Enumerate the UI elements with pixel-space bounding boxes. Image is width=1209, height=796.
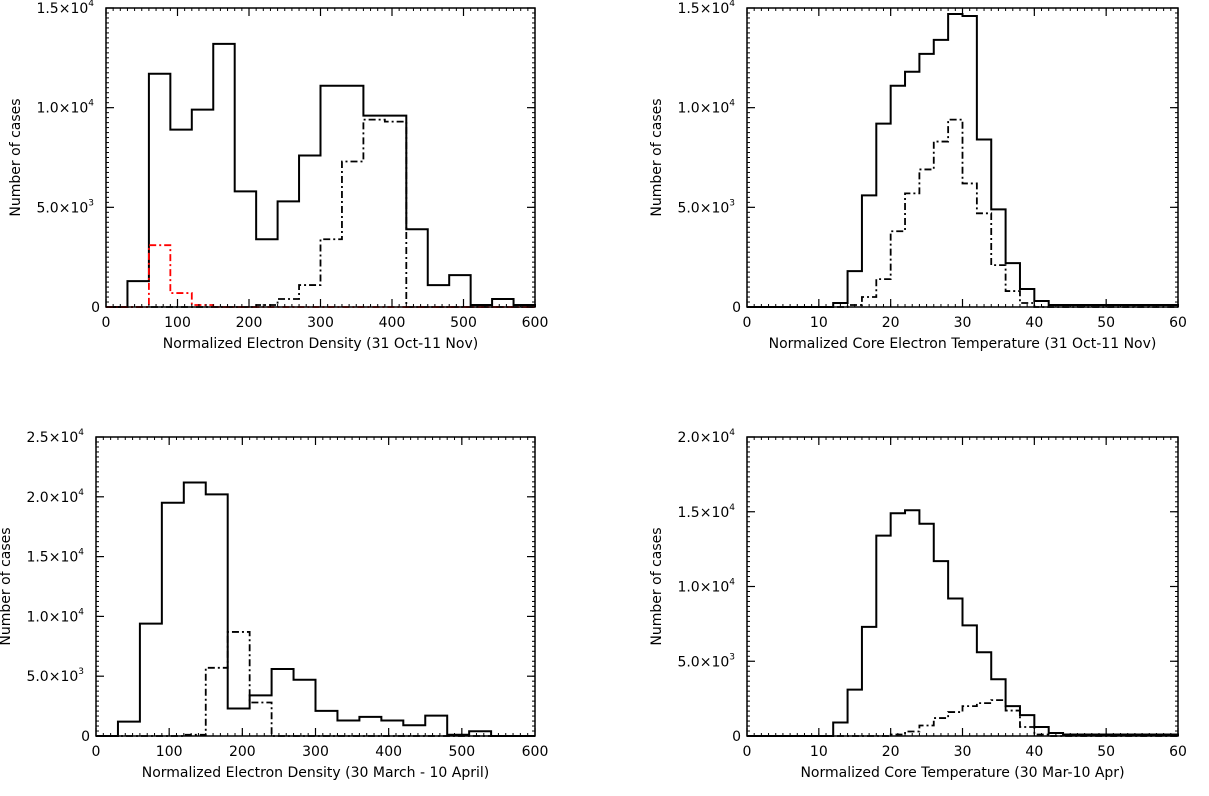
y-tick-label: 1.5×104 bbox=[26, 548, 84, 566]
x-axis-title: Normalized Core Temperature (30 Mar-10 A… bbox=[800, 765, 1124, 781]
x-tick-label: 100 bbox=[156, 744, 183, 760]
x-tick-label: 50 bbox=[1097, 315, 1115, 331]
x-axis-title: Normalized Electron Density (30 March - … bbox=[142, 765, 489, 781]
x-axis-title: Normalized Electron Density (31 Oct-11 N… bbox=[163, 336, 478, 352]
x-tick-label: 0 bbox=[743, 315, 752, 331]
y-axis-title: Number of cases bbox=[649, 527, 665, 645]
x-axis-title: Normalized Core Electron Temperature (31… bbox=[769, 336, 1157, 352]
y-tick-label: 1.0×104 bbox=[36, 99, 94, 117]
y-tick-exponent: 3 bbox=[88, 198, 94, 208]
y-tick-label: 2.0×104 bbox=[677, 428, 735, 446]
x-tick-label: 0 bbox=[92, 744, 101, 760]
x-tick-label: 0 bbox=[102, 315, 111, 331]
y-tick-label: 5.0×103 bbox=[677, 198, 735, 216]
plot-frame bbox=[746, 436, 1179, 737]
y-tick-label: 2.5×104 bbox=[26, 428, 84, 446]
y-tick-label: 0 bbox=[732, 729, 741, 745]
y-tick-exponent: 4 bbox=[88, 0, 94, 9]
y-tick-exponent: 3 bbox=[729, 652, 735, 662]
y-tick-exponent: 4 bbox=[729, 0, 735, 9]
x-tick-label: 60 bbox=[1169, 315, 1187, 331]
x-tick-label: 400 bbox=[375, 744, 402, 760]
x-tick-label: 200 bbox=[236, 315, 263, 331]
y-tick-exponent: 3 bbox=[729, 198, 735, 208]
x-tick-label: 30 bbox=[954, 744, 972, 760]
x-tick-label: 30 bbox=[954, 315, 972, 331]
x-tick-label: 300 bbox=[307, 315, 334, 331]
series-dashdot bbox=[747, 118, 1178, 308]
y-axis-title: Number of cases bbox=[649, 98, 665, 216]
x-tick-label: 600 bbox=[522, 315, 549, 331]
series-dashdot bbox=[747, 699, 1178, 737]
y-tick-exponent: 3 bbox=[78, 667, 84, 677]
y-tick-exponent: 4 bbox=[78, 548, 84, 558]
chart-panel-top-left: 0 100 200 300 400 500 600 0 5.0×103 1.0×104 1.5×10… bbox=[8, 0, 548, 352]
y-tick-label: 0 bbox=[732, 300, 741, 316]
x-tick-label: 400 bbox=[379, 315, 406, 331]
y-tick-label: 1.5×104 bbox=[677, 0, 735, 17]
y-tick-label: 5.0×103 bbox=[677, 652, 735, 670]
chart-panel-bottom-left: 0 100 200 300 400 500 600 0 5.0×103 1.0×104 1.5×10… bbox=[0, 428, 548, 781]
y-tick-label: 1.5×104 bbox=[677, 503, 735, 521]
x-tick-label: 20 bbox=[882, 744, 900, 760]
y-axis-title: Number of cases bbox=[8, 98, 24, 216]
x-tick-label: 600 bbox=[522, 744, 549, 760]
y-tick-label: 1.0×104 bbox=[26, 607, 84, 625]
x-tick-label: 40 bbox=[1025, 744, 1043, 760]
x-tick-label: 500 bbox=[450, 315, 477, 331]
y-tick-label: 0 bbox=[81, 729, 90, 745]
x-tick-label: 300 bbox=[302, 744, 329, 760]
x-tick-label: 0 bbox=[743, 744, 752, 760]
y-tick-label: 0 bbox=[91, 300, 100, 316]
y-tick-exponent: 4 bbox=[729, 99, 735, 109]
x-tick-label: 100 bbox=[164, 315, 191, 331]
series-solid bbox=[106, 42, 536, 308]
x-tick-label: 200 bbox=[229, 744, 256, 760]
y-tick-label: 1.5×104 bbox=[36, 0, 94, 17]
x-tick-label: 20 bbox=[882, 315, 900, 331]
x-tick-label: 10 bbox=[810, 315, 828, 331]
x-tick-label: 10 bbox=[810, 744, 828, 760]
y-tick-label: 5.0×103 bbox=[36, 198, 94, 216]
chart-panel-bottom-right: 0 10 20 30 40 50 60 0 5.0×103 1.0×104 1.5×104 2.0×1… bbox=[649, 428, 1187, 781]
series-solid bbox=[747, 509, 1179, 737]
chart-panel-top-right: 0 10 20 30 40 50 60 0 5.0×103 1.0×104 1.5×104 Norma… bbox=[649, 0, 1187, 352]
y-tick-exponent: 4 bbox=[78, 488, 84, 498]
y-tick-exponent: 4 bbox=[729, 428, 735, 438]
y-tick-exponent: 4 bbox=[78, 428, 84, 438]
y-tick-label: 1.0×104 bbox=[677, 99, 735, 117]
series-solid bbox=[96, 481, 535, 737]
y-tick-exponent: 4 bbox=[729, 578, 735, 588]
y-tick-label: 5.0×103 bbox=[26, 667, 84, 685]
x-tick-label: 60 bbox=[1169, 744, 1187, 760]
x-tick-label: 500 bbox=[448, 744, 475, 760]
y-tick-exponent: 4 bbox=[78, 607, 84, 617]
x-tick-label: 40 bbox=[1025, 315, 1043, 331]
series-solid bbox=[747, 12, 1179, 308]
y-axis-title: Number of cases bbox=[0, 527, 14, 645]
x-tick-label: 50 bbox=[1097, 744, 1115, 760]
y-tick-exponent: 4 bbox=[729, 503, 735, 513]
y-tick-label: 2.0×104 bbox=[26, 488, 84, 506]
y-tick-label: 1.0×104 bbox=[677, 578, 735, 596]
y-tick-exponent: 4 bbox=[88, 99, 94, 109]
